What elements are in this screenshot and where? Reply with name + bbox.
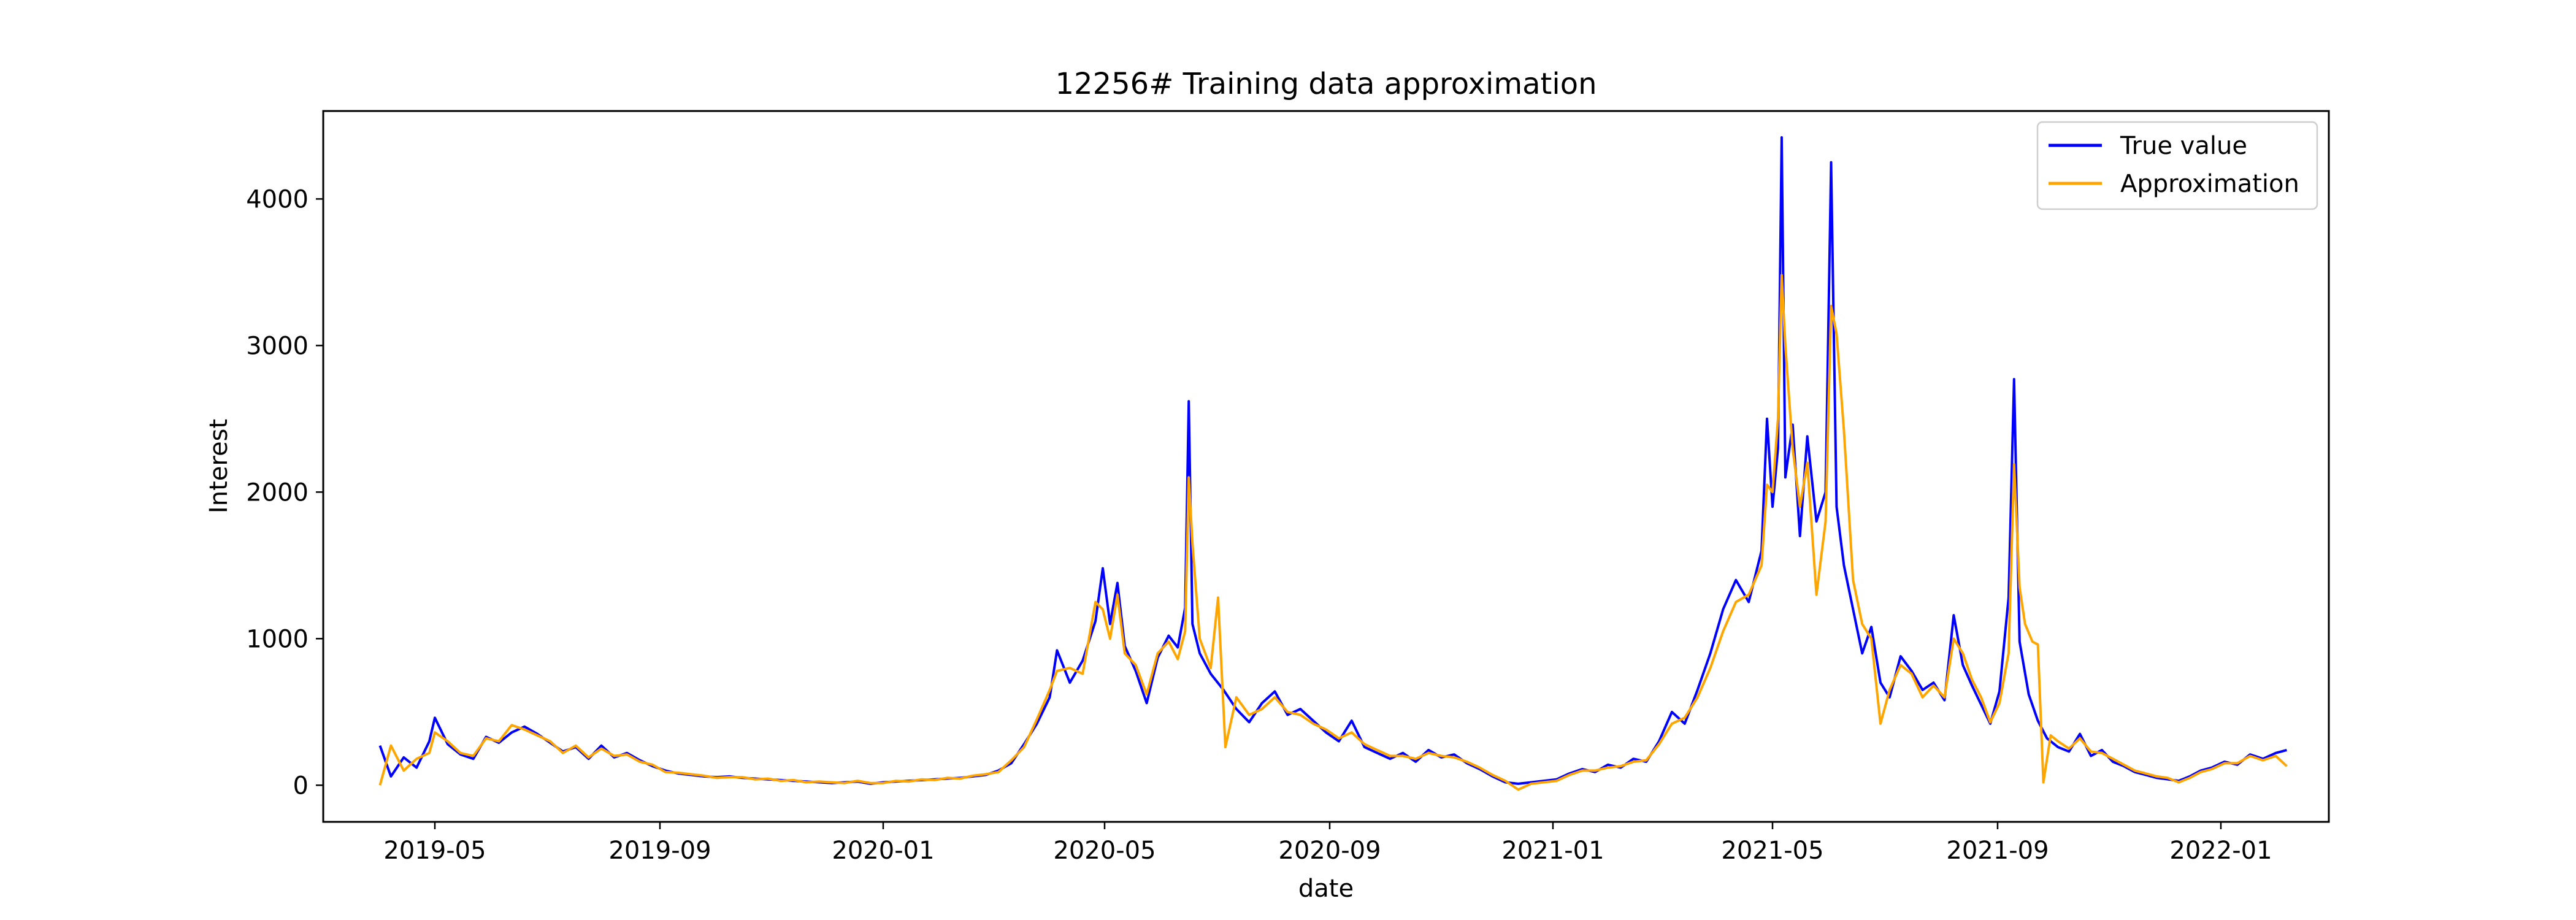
x-tick-label: 2019-05 <box>383 837 486 865</box>
y-axis: 0 1000 2000 3000 4000 <box>246 185 323 800</box>
chart-title: 12256# Training data approximation <box>1056 67 1597 101</box>
series-line-approximation <box>378 274 2288 791</box>
x-tick-label: 2019-09 <box>608 837 711 865</box>
x-tick-label: 2022-01 <box>2169 837 2272 865</box>
x-tick-label: 2021-09 <box>1946 837 2049 865</box>
y-tick-label: 2000 <box>246 478 309 507</box>
x-axis-label: date <box>1298 875 1354 903</box>
x-axis: 2019-05 2019-09 2020-01 2020-05 2020-09 2021-… <box>383 822 2272 865</box>
series-layer <box>378 136 2288 791</box>
x-tick-label: 2020-01 <box>832 837 934 865</box>
y-tick-label: 1000 <box>246 625 309 653</box>
x-tick-label: 2020-05 <box>1053 837 1156 865</box>
legend-label-true-value: True value <box>2120 132 2247 160</box>
plot-area-frame <box>322 110 2330 823</box>
y-tick-label: 3000 <box>246 332 309 360</box>
x-tick-label: 2020-09 <box>1278 837 1381 865</box>
y-tick-label: 4000 <box>246 185 309 213</box>
legend-label-approximation: Approximation <box>2120 170 2299 198</box>
y-tick-label: 0 <box>293 772 309 800</box>
x-tick-label: 2021-05 <box>1721 837 1823 865</box>
legend: True value Approximation <box>2036 121 2318 210</box>
x-tick-label: 2021-01 <box>1501 837 1604 865</box>
y-axis-label: Interest <box>205 419 233 513</box>
legend-frame <box>2036 121 2318 210</box>
